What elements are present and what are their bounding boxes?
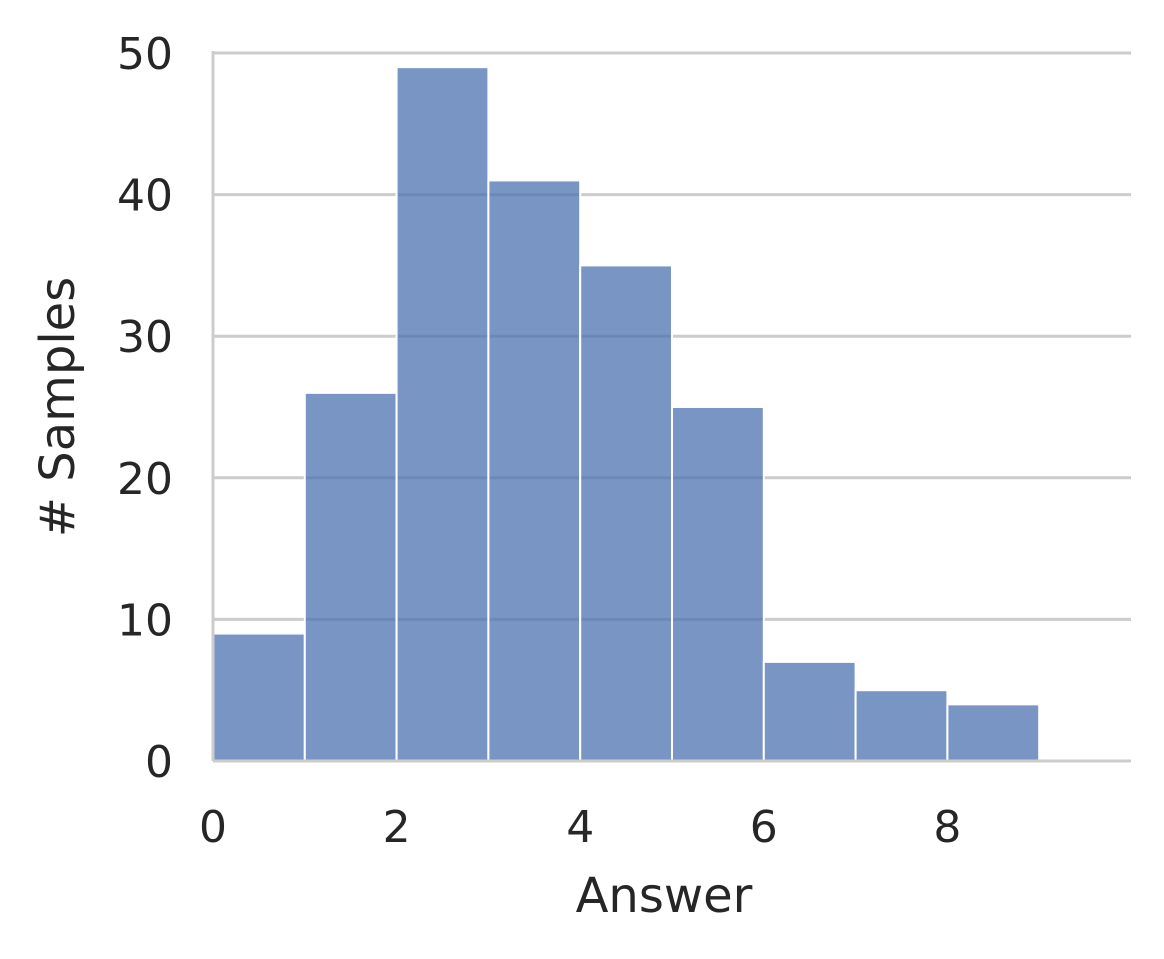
histogram-bar bbox=[303, 391, 398, 762]
histogram-bar bbox=[671, 406, 765, 762]
y-axis-label: # Samples bbox=[30, 277, 86, 537]
y-tick-label: 20 bbox=[117, 454, 173, 505]
x-axis-label: Answer bbox=[576, 868, 753, 924]
y-tick-label: 40 bbox=[117, 171, 173, 222]
x-tick-label: 8 bbox=[933, 802, 961, 853]
y-tick-label: 30 bbox=[117, 312, 173, 363]
axes bbox=[211, 51, 1131, 763]
histogram-bar bbox=[212, 632, 306, 762]
y-tick-label: 10 bbox=[117, 595, 173, 646]
y-tick-label: 50 bbox=[117, 29, 173, 80]
histogram-bar bbox=[579, 264, 674, 762]
y-tick-labels: 0 10 20 30 40 50 bbox=[117, 29, 173, 788]
histogram-bar bbox=[946, 703, 1041, 762]
histogram-bar bbox=[487, 179, 582, 762]
histogram-bar bbox=[395, 66, 490, 763]
x-tick-label: 4 bbox=[566, 802, 594, 853]
x-tick-label: 6 bbox=[750, 802, 778, 853]
bars bbox=[212, 66, 1041, 763]
y-tick-label: 0 bbox=[145, 737, 173, 788]
x-tick-labels: 0 2 4 6 8 bbox=[199, 802, 961, 853]
x-tick-label: 2 bbox=[383, 802, 411, 853]
x-tick-label: 0 bbox=[199, 802, 227, 853]
histogram-bar bbox=[854, 689, 949, 763]
histogram-bar bbox=[762, 660, 857, 763]
